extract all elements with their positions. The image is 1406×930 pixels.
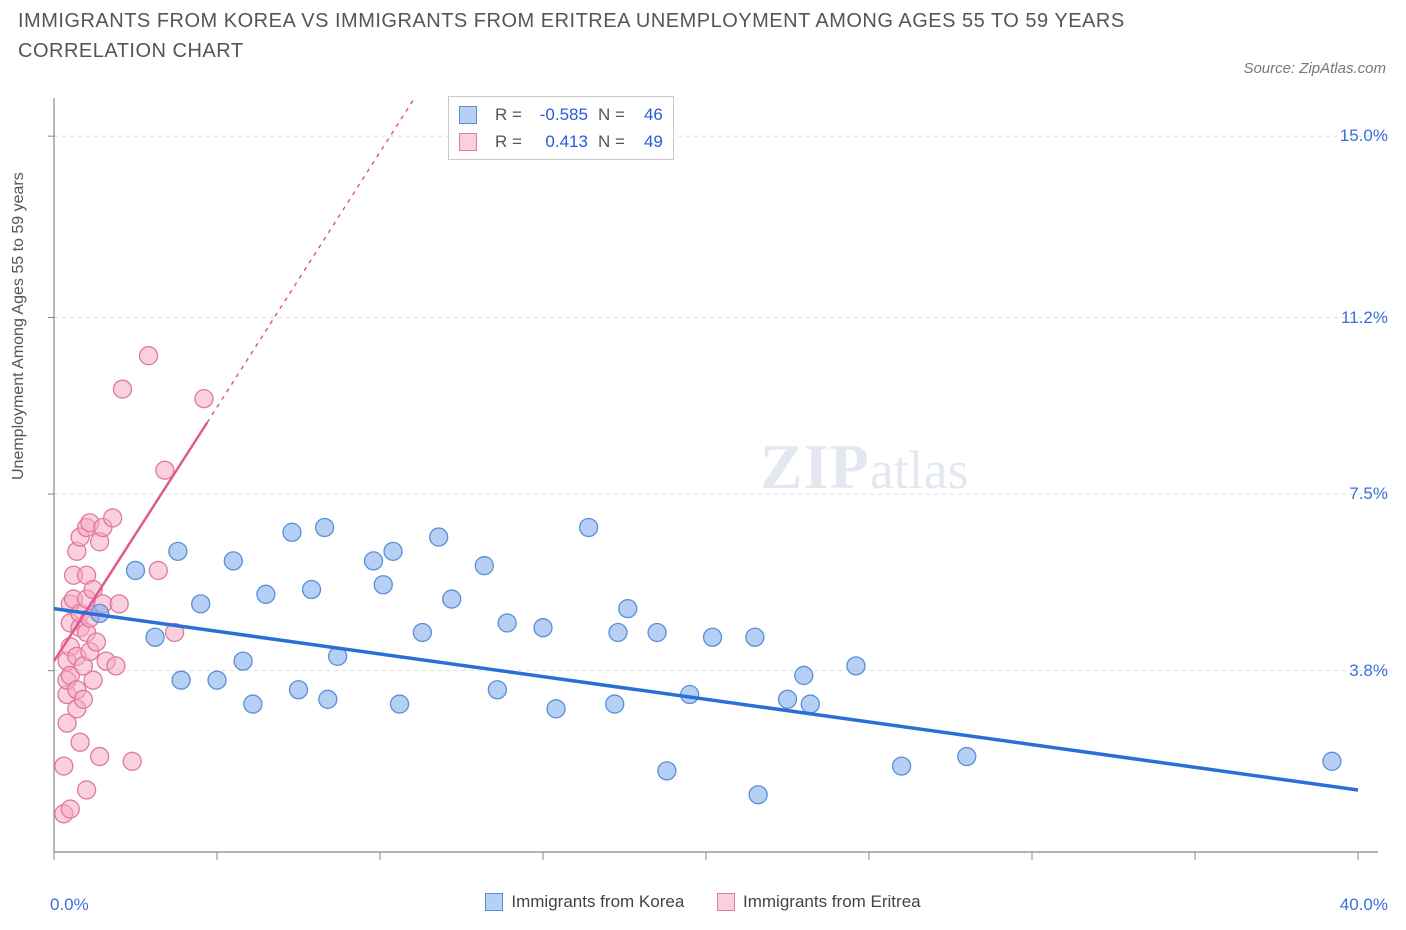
stats-row-eritrea: R = 0.413 N = 49 [459,128,663,155]
stats-N-label: N = [598,101,625,128]
stats-swatch-eritrea [459,133,477,151]
stats-N-korea: 46 [635,101,663,128]
plot-area [48,90,1388,880]
stats-R-korea: -0.585 [532,101,588,128]
stats-swatch-korea [459,106,477,124]
y-tick-label: 11.2% [1341,308,1388,328]
stats-box: R = -0.585 N = 46 R = 0.413 N = 49 [448,96,674,160]
y-tick-label: 15.0% [1340,126,1388,146]
bottom-legend: Immigrants from Korea Immigrants from Er… [0,892,1406,916]
legend-item-korea: Immigrants from Korea [485,892,684,912]
legend-label-eritrea: Immigrants from Eritrea [743,892,921,912]
legend-swatch-eritrea [717,893,735,911]
scatter-chart-svg [48,90,1388,880]
stats-N-eritrea: 49 [635,128,663,155]
legend-swatch-korea [485,893,503,911]
stats-R-label: R = [495,101,522,128]
stats-row-korea: R = -0.585 N = 46 [459,101,663,128]
stats-R-label-2: R = [495,128,522,155]
stats-N-label-2: N = [598,128,625,155]
legend-item-eritrea: Immigrants from Eritrea [717,892,921,912]
stats-R-eritrea: 0.413 [532,128,588,155]
y-tick-label: 7.5% [1349,484,1388,504]
legend-label-korea: Immigrants from Korea [511,892,684,912]
y-axis-label: Unemployment Among Ages 55 to 59 years [10,172,28,480]
source-attribution: Source: ZipAtlas.com [1243,60,1386,77]
chart-title: IMMIGRANTS FROM KOREA VS IMMIGRANTS FROM… [18,6,1128,66]
y-tick-label: 3.8% [1349,661,1388,681]
